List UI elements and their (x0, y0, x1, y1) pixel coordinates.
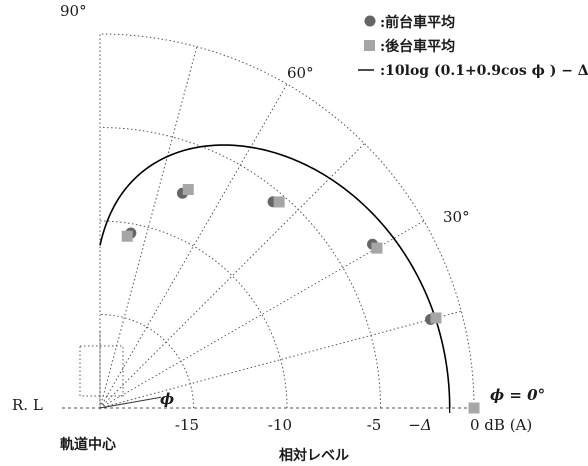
x-axis-label: 相対レベル (279, 447, 349, 464)
legend-item-curve: :10log (0.1+0.9cos ϕ ) − Δ (380, 63, 588, 79)
legend-item-rear: :後台車平均 (380, 38, 455, 55)
legend-circle-marker (364, 15, 376, 27)
angle-label-60: 60° (287, 64, 314, 82)
delta-tick-label: −Δ (408, 416, 431, 434)
grid-spoke (99, 83, 288, 409)
data-point-rear-2 (371, 242, 383, 254)
phi-indicator-line (99, 396, 162, 409)
radial-tick-minus5: -5 (367, 416, 382, 434)
radial-tick-minus10: -10 (268, 416, 292, 434)
phi-symbol: ϕ (160, 390, 174, 408)
track-center-box (79, 332, 124, 412)
polar-grid (62, 33, 475, 409)
legend-item-front: :前台車平均 (380, 14, 455, 31)
grid-ring (99, 220, 288, 409)
data-point-rear-0 (468, 402, 480, 414)
data-point-rear-3 (273, 196, 285, 208)
grid-spoke (99, 143, 365, 409)
radial-tick-minus15: -15 (175, 416, 199, 434)
angle-label-30: 30° (443, 208, 470, 226)
data-points-group (121, 184, 480, 414)
legend: :前台車平均 :後台車平均 :10log (0.1+0.9cos ϕ ) − Δ (358, 14, 588, 79)
legend-square-marker (364, 40, 375, 51)
zero-angle-label: ϕ = 0° (490, 386, 545, 404)
model-curve (99, 144, 451, 409)
radial-tick-zero: 0 dB (A) (470, 416, 532, 434)
data-point-rear-5 (121, 230, 133, 242)
model-curve-group (99, 144, 451, 413)
axis-labels-group: 90° 60° 30° -15 -10 -5 0 dB (A) −Δ ϕ = 0… (12, 2, 545, 464)
data-point-rear-1 (430, 312, 442, 324)
track-center-label: 軌道中心 (60, 436, 116, 453)
rl-label: R. L (12, 396, 43, 414)
data-point-rear-4 (182, 184, 194, 196)
angle-label-90: 90° (60, 2, 87, 20)
